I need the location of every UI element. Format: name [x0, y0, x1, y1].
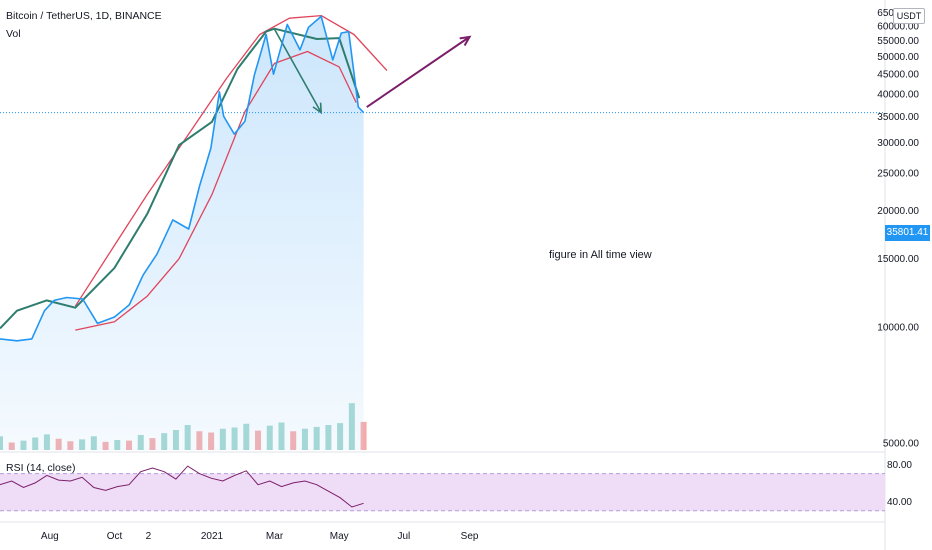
volume-indicator-label[interactable]: Vol: [6, 28, 21, 40]
rsi-axis-label: 40.00: [887, 497, 912, 508]
chart-annotation: figure in All time view: [549, 249, 652, 261]
price-axis-label: 40000.00: [877, 89, 919, 100]
price-axis-label: 15000.00: [877, 254, 919, 265]
price-axis-label: 50000.00: [877, 52, 919, 63]
rsi-band-fill: [0, 473, 885, 511]
price-axis-label: 35000.00: [877, 112, 919, 123]
price-axis-label: 55000.00: [877, 36, 919, 47]
time-axis-label: 2: [146, 531, 152, 542]
last-price-badge: 35801.41: [885, 225, 930, 241]
price-axis-label: 10000.00: [877, 322, 919, 333]
rsi-line: [0, 465, 364, 508]
time-axis-label: Oct: [107, 531, 123, 542]
trend-polyline-drawing: [0, 27, 361, 330]
time-axis-label: Sep: [461, 531, 479, 542]
currency-selector[interactable]: USDT: [893, 8, 925, 24]
time-axis-label: May: [330, 531, 349, 542]
price-area-layer: [0, 16, 364, 451]
rsi-indicator-label[interactable]: RSI (14, close): [6, 462, 76, 474]
symbol-title[interactable]: Bitcoin / TetherUS, 1D, BINANCE: [6, 10, 162, 22]
price-axis-label: 5000.00: [883, 439, 920, 450]
time-axis-label: 2021: [201, 531, 224, 542]
projection-arrow: [366, 36, 471, 108]
price-area-fill: [0, 16, 364, 451]
rsi-band: [0, 473, 885, 512]
price-axis-label: 45000.00: [877, 70, 919, 81]
time-axis-label: Mar: [266, 531, 284, 542]
price-line-layer: [0, 15, 885, 342]
rsi-layer: [0, 465, 364, 508]
projection-arrow-head: [459, 35, 472, 47]
lower-arc-drawing: [75, 50, 357, 331]
time-axis-label: Jul: [397, 531, 410, 542]
price-series-line: [0, 15, 365, 342]
drawings-layer: [0, 14, 472, 331]
rsi-axis-label: 80.00: [887, 460, 912, 471]
price-axis-label: 20000.00: [877, 206, 919, 217]
price-axis-label: 30000.00: [877, 138, 919, 149]
axes-layer: 5000.00 10000.00 15000.00 20000.00 25000.00 3…: [41, 8, 920, 542]
upper-arc-drawing: [74, 14, 388, 307]
time-axis-label: Aug: [41, 531, 59, 542]
price-axis-label: 25000.00: [877, 168, 919, 179]
grid-layer: [0, 0, 886, 550]
price-axis-label: 60000.00: [877, 21, 919, 32]
